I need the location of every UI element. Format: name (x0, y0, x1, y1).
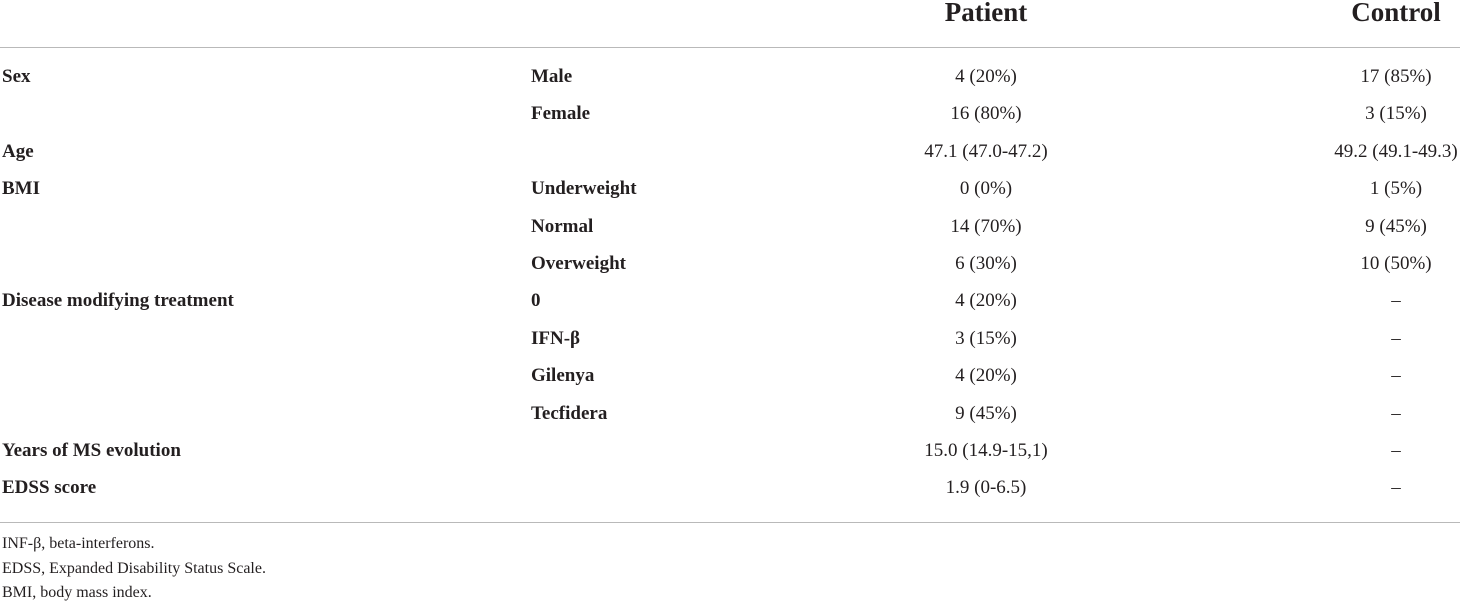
row-label: Age (2, 140, 34, 162)
patient-value: 4 (20%) (955, 66, 1017, 87)
footnote-edss: EDSS, Expanded Disability Status Scale. (2, 559, 266, 577)
table-body: Sex Male 4 (20%) 17 (85%) Female 16 (80%… (0, 58, 1460, 507)
table-row: Gilenya 4 (20%) – (0, 357, 1460, 394)
row-sublabel: Gilenya (531, 365, 595, 387)
table-row: IFN-β 3 (15%) – (0, 320, 1460, 357)
row-label: EDSS score (2, 477, 97, 499)
row-sublabel: Male (531, 66, 573, 87)
table-row: Age 47.1 (47.0-47.2) 49.2 (49.1-49.3) (0, 133, 1460, 170)
row-sublabel: 0 (531, 290, 541, 312)
control-value: – (1391, 477, 1401, 499)
patient-value: 47.1 (47.0-47.2) (924, 140, 1048, 162)
control-value: 10 (50%) (1360, 252, 1432, 274)
patient-value: 9 (45%) (955, 402, 1017, 424)
row-label: Disease modifying treatment (2, 290, 234, 312)
patient-value: 16 (80%) (950, 103, 1022, 125)
row-sublabel: Overweight (531, 252, 626, 274)
control-value: – (1391, 327, 1401, 349)
table-header-row: Patient Control (0, 0, 1460, 48)
column-header-patient: Patient (944, 0, 1028, 27)
control-value: – (1391, 290, 1401, 312)
row-sublabel: Female (531, 103, 591, 125)
control-value: 3 (15%) (1365, 103, 1427, 125)
row-sublabel: Tecfidera (531, 402, 608, 424)
footnote-ifn: INF-β, beta-interferons. (2, 535, 155, 552)
table-row: Normal 14 (70%) 9 (45%) (0, 208, 1460, 245)
control-value: – (1391, 365, 1401, 387)
row-label: Years of MS evolution (2, 439, 181, 461)
table-row: EDSS score 1.9 (0-6.5) – (0, 469, 1460, 506)
row-label: BMI (2, 178, 40, 200)
patient-value: 0 (0%) (959, 178, 1013, 200)
table-row: Tecfidera 9 (45%) – (0, 395, 1460, 432)
table-row: BMI Underweight 0 (0%) 1 (5%) (0, 170, 1460, 207)
table-row: Sex Male 4 (20%) 17 (85%) (0, 58, 1460, 95)
table-row: Years of MS evolution 15.0 (14.9-15,1) – (0, 432, 1460, 469)
patient-value: 14 (70%) (950, 215, 1022, 237)
table-row: Disease modifying treatment 0 4 (20%) – (0, 282, 1460, 319)
row-sublabel: Underweight (531, 178, 637, 200)
patient-value: 6 (30%) (955, 252, 1017, 274)
row-sublabel: Normal (531, 215, 594, 237)
patient-value: 4 (20%) (955, 365, 1017, 387)
control-value: 9 (45%) (1365, 215, 1427, 237)
table-row: Overweight 6 (30%) 10 (50%) (0, 245, 1460, 282)
control-value: – (1391, 439, 1401, 461)
row-sublabel: IFN-β (531, 327, 581, 349)
control-value: 49.2 (49.1-49.3) (1334, 140, 1458, 162)
patient-value: 15.0 (14.9-15,1) (924, 439, 1048, 461)
patient-value: 1.9 (0-6.5) (945, 477, 1027, 499)
patient-value: 3 (15%) (955, 327, 1017, 349)
control-value: 17 (85%) (1360, 66, 1432, 87)
table-footnotes: INF-β, beta-interferons. EDSS, Expanded … (2, 532, 266, 606)
column-header-control: Control (1351, 0, 1441, 27)
patient-value: 4 (20%) (955, 290, 1017, 312)
table-row: Female 16 (80%) 3 (15%) (0, 95, 1460, 132)
footnote-bmi: BMI, body mass index. (2, 584, 152, 601)
table-bottom-rule (0, 522, 1460, 523)
control-value: – (1391, 402, 1401, 424)
control-value: 1 (5%) (1369, 178, 1423, 200)
row-label: Sex (2, 66, 31, 87)
